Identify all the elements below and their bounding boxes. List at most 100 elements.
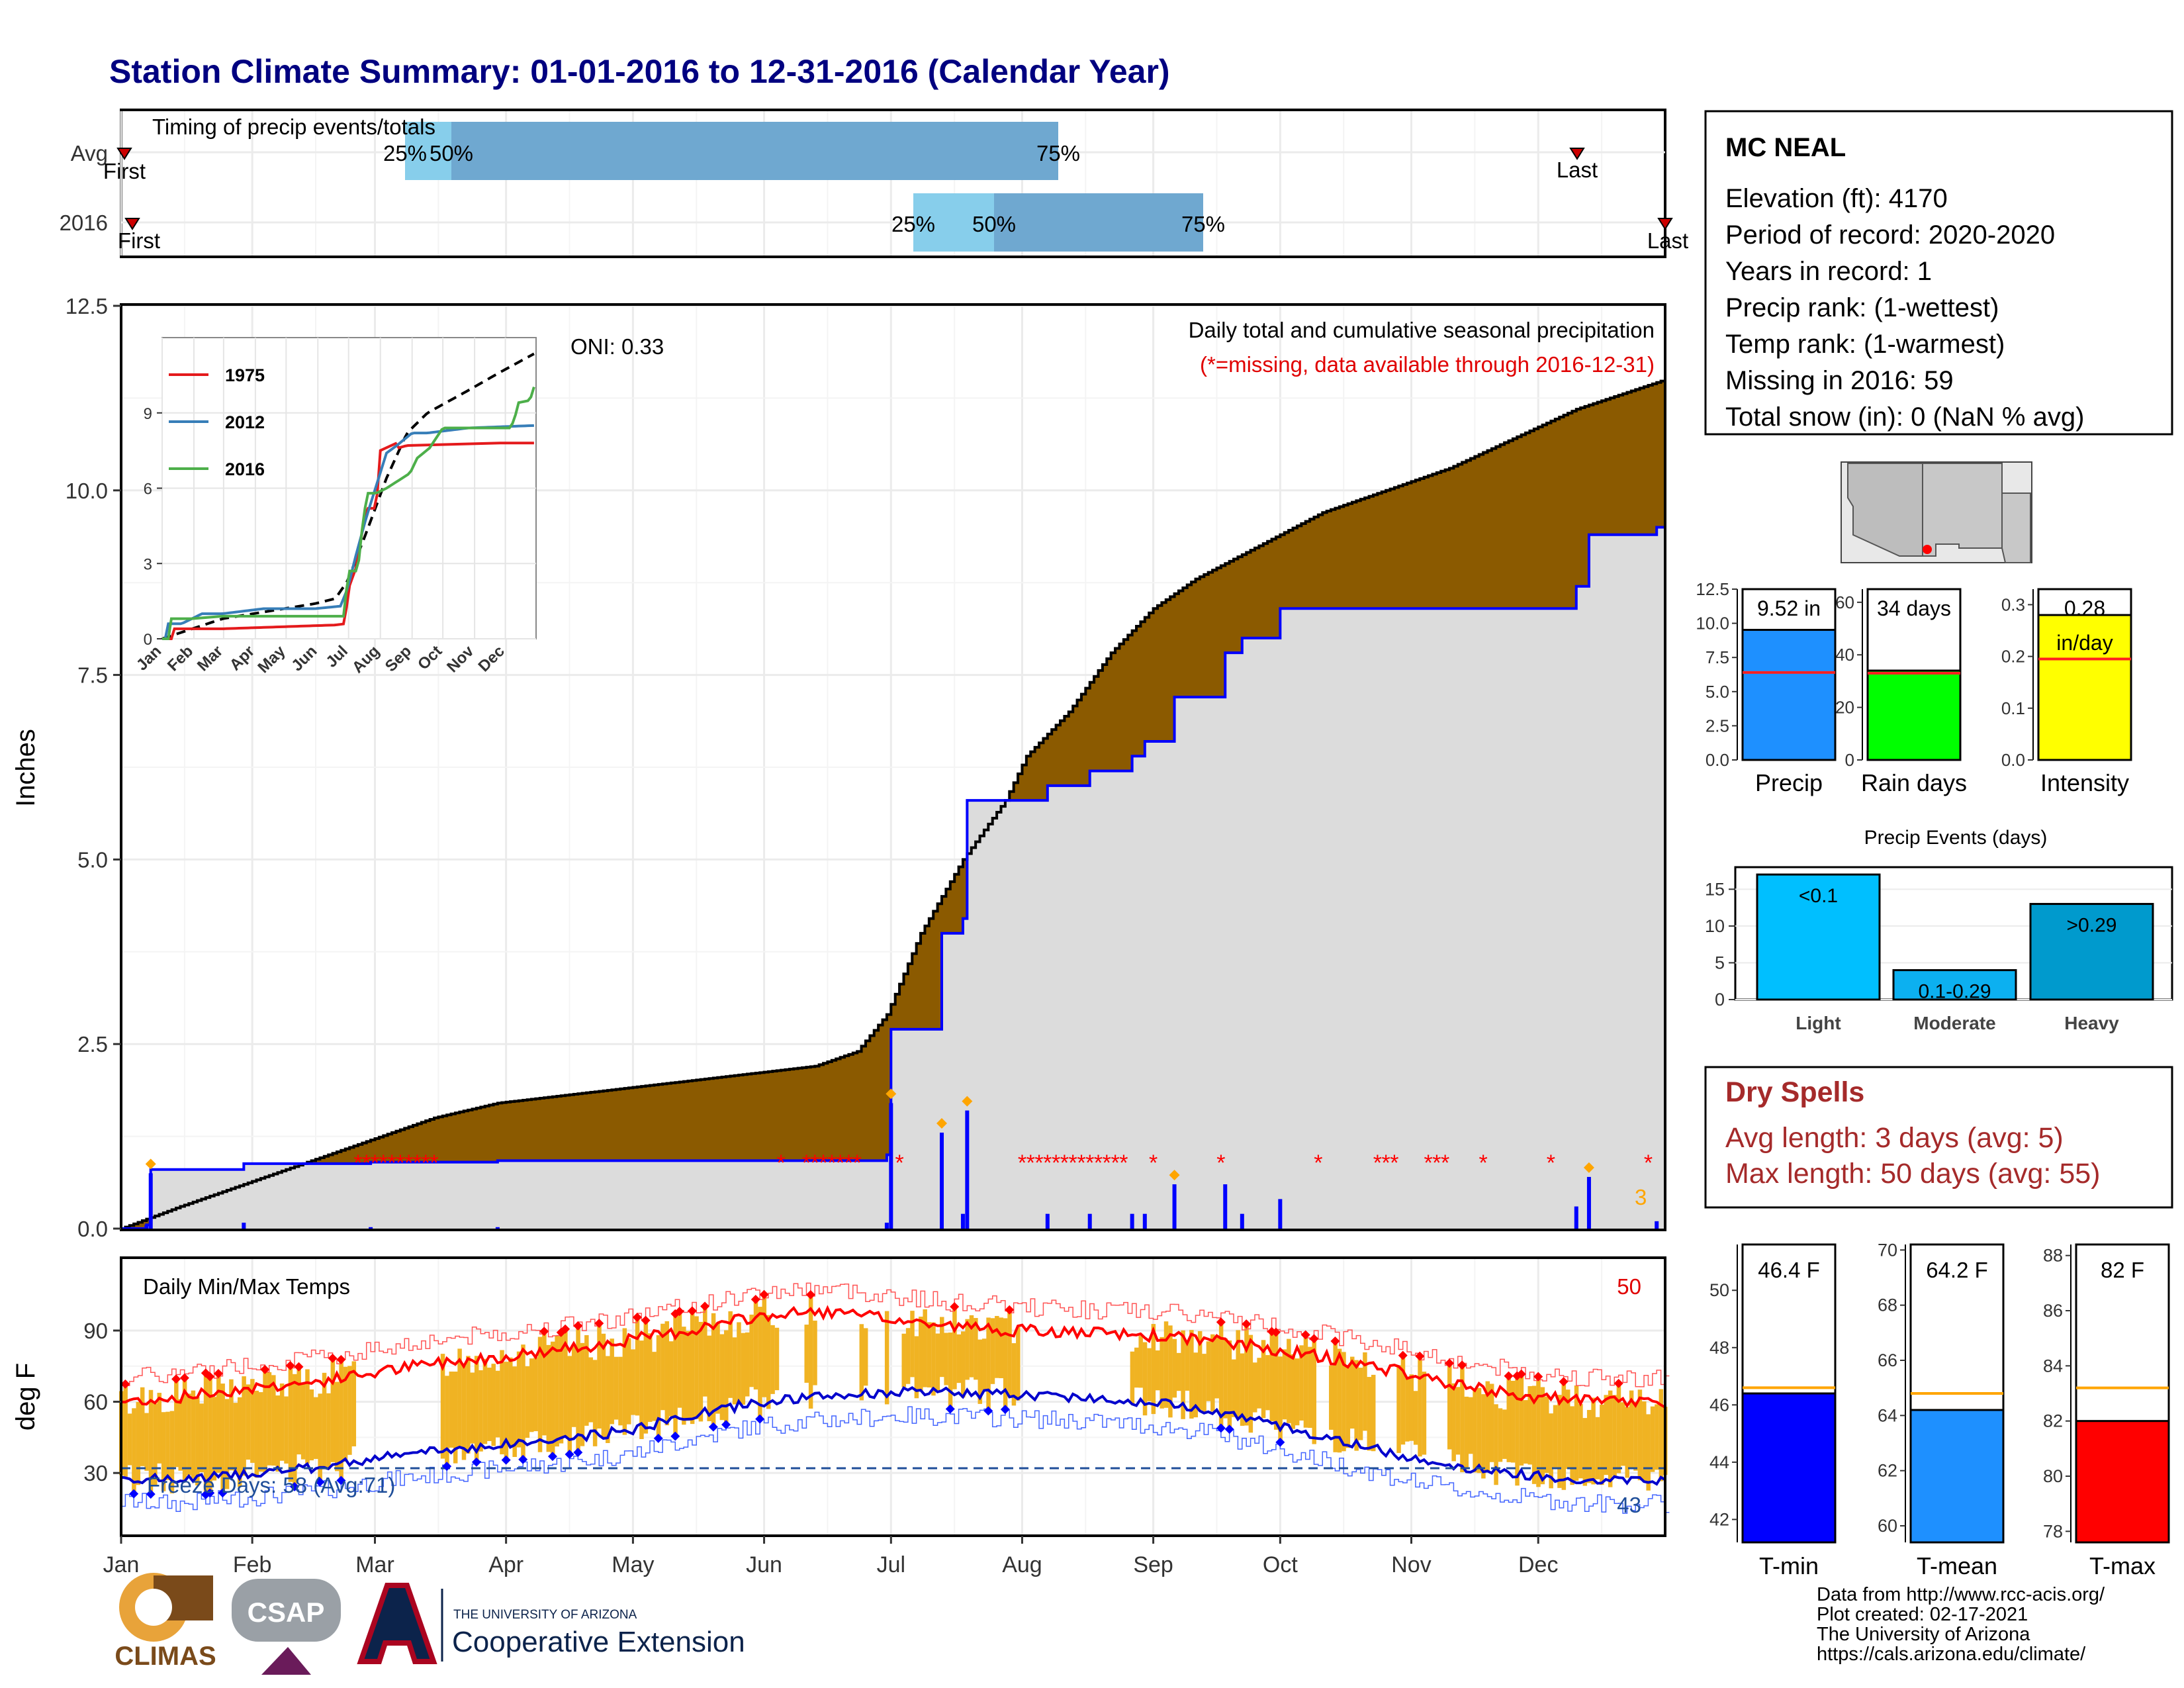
daily-temp-bar bbox=[1367, 1377, 1372, 1451]
missing-day-marker: * bbox=[362, 1150, 371, 1176]
climas-logo: CLIMAS bbox=[114, 1573, 216, 1671]
missing-day-marker: * bbox=[1085, 1150, 1094, 1176]
daily-temp-bar bbox=[542, 1332, 547, 1436]
daily-temp-bar bbox=[546, 1344, 551, 1452]
temp-summary-value-label: 64.2 F bbox=[1926, 1258, 1988, 1282]
missing-day-marker: * bbox=[379, 1150, 388, 1176]
month-tick-label: Jan bbox=[103, 1552, 140, 1577]
daily-temp-bar bbox=[610, 1338, 614, 1425]
temp-summary-y-tick-label: 84 bbox=[2043, 1356, 2063, 1376]
month-tick-label: Apr bbox=[488, 1552, 523, 1577]
y-tick-label: 2.5 bbox=[77, 1032, 108, 1056]
daily-temp-bar bbox=[1409, 1374, 1414, 1441]
daily-temp-bar bbox=[1455, 1387, 1461, 1455]
summary-y-tick-label: 12.5 bbox=[1696, 579, 1729, 599]
daily-temp-bar bbox=[1460, 1366, 1465, 1473]
temp-summary-value-label: 82 F bbox=[2101, 1258, 2144, 1282]
precip-events-chart: Precip Events (days) 0 5 10 15 <0.1 Light 0.1-0… bbox=[1705, 827, 2173, 1033]
missing-day-marker: * bbox=[396, 1150, 404, 1176]
daily-temp-bar bbox=[999, 1317, 1003, 1378]
temp-summary-value-label: 46.4 F bbox=[1758, 1258, 1820, 1282]
daily-temp-bar bbox=[1232, 1359, 1236, 1417]
summary-value-label-2: in/day bbox=[2056, 631, 2113, 655]
daily-temp-bar bbox=[127, 1413, 132, 1466]
daily-temp-bar bbox=[1168, 1325, 1173, 1418]
events-y-tick-label: 5 bbox=[1715, 953, 1725, 972]
daily-temp-bar bbox=[1345, 1365, 1351, 1448]
climas-globe-icon bbox=[135, 1589, 172, 1626]
avg-cumulative-line bbox=[121, 379, 1666, 1230]
daily-temp-bar bbox=[258, 1392, 263, 1472]
daily-temp-bar bbox=[1650, 1406, 1655, 1472]
daily-temp-bar bbox=[1333, 1342, 1338, 1452]
record-high-marker bbox=[260, 1364, 270, 1374]
daily-temp-bar bbox=[279, 1383, 285, 1461]
timing-panel: Timing of precip events/totals Avg 2016 … bbox=[60, 109, 1688, 258]
daily-precip-bar bbox=[1223, 1184, 1228, 1229]
daily-temp-bar bbox=[1312, 1339, 1316, 1444]
daily-temp-bar bbox=[296, 1367, 301, 1455]
daily-temp-bar bbox=[1176, 1352, 1181, 1391]
daily-temp-bar bbox=[1565, 1389, 1570, 1470]
daily-temp-bar bbox=[1464, 1396, 1469, 1470]
daily-temp-bar bbox=[343, 1366, 348, 1462]
temp-summary-y-tick-label: 70 bbox=[1878, 1240, 1897, 1260]
precip-missing-caption: (*=missing, data available through 2016-… bbox=[1200, 352, 1655, 377]
daily-temp-bar bbox=[330, 1358, 336, 1462]
daily-temp-bar bbox=[1142, 1342, 1148, 1416]
missing-day-marker: * bbox=[1373, 1150, 1382, 1176]
daily-temp-bar bbox=[474, 1356, 479, 1462]
y-tick-label: 12.5 bbox=[66, 294, 108, 318]
temp-summary-y-tick-label: 82 bbox=[2043, 1411, 2063, 1431]
daily-temp-bar bbox=[132, 1408, 136, 1493]
daily-temp-bar bbox=[1151, 1324, 1156, 1415]
record-high-marker bbox=[950, 1302, 960, 1312]
daily-temp-bar bbox=[1303, 1335, 1308, 1428]
month-tick-label: Sep bbox=[1133, 1552, 1173, 1577]
daily-temp-bar bbox=[863, 1328, 868, 1386]
daily-temp-bar bbox=[525, 1366, 530, 1438]
daily-temp-bar bbox=[508, 1357, 513, 1446]
record-high-marker bbox=[1533, 1372, 1543, 1382]
daily-temp-bar bbox=[981, 1338, 987, 1391]
daily-temp-bar bbox=[770, 1325, 775, 1394]
record-high-marker bbox=[561, 1324, 570, 1334]
daily-temp-bar bbox=[1282, 1349, 1287, 1420]
daily-temp-bar bbox=[567, 1356, 572, 1454]
daily-temp-bar bbox=[1451, 1383, 1456, 1462]
daily-temp-bar bbox=[927, 1322, 932, 1387]
summary-bar-fill bbox=[1866, 669, 1962, 761]
daily-temp-bar bbox=[466, 1356, 471, 1454]
timing-row-avg: Avg bbox=[71, 141, 108, 165]
daily-temp-bar bbox=[935, 1333, 940, 1391]
temp-summary-y-tick-label: 86 bbox=[2043, 1301, 2063, 1321]
daily-temp-bar bbox=[931, 1322, 936, 1396]
daily-temp-bar bbox=[919, 1316, 923, 1392]
daily-temp-bar bbox=[500, 1350, 504, 1454]
event-category-label: Heavy bbox=[2064, 1013, 2119, 1033]
station-elevation: Elevation (ft): 4170 bbox=[1725, 184, 1948, 213]
daily-temp-bar bbox=[157, 1393, 162, 1464]
events-y-tick-label: 0 bbox=[1715, 990, 1725, 1009]
station-temp-rank: Temp rank: (1-warmest) bbox=[1725, 330, 2005, 359]
missing-day-marker: * bbox=[1034, 1150, 1043, 1176]
page-title: Station Climate Summary: 01-01-2016 to 1… bbox=[109, 53, 1170, 90]
y2016-first-label: First bbox=[118, 228, 160, 253]
daily-temp-bar bbox=[1604, 1395, 1609, 1476]
record-high-marker bbox=[179, 1373, 189, 1383]
missing-day-marker: * bbox=[1432, 1150, 1441, 1176]
missing-day-marker: * bbox=[1547, 1150, 1555, 1176]
daily-temp-bar bbox=[724, 1330, 729, 1425]
missing-day-marker: * bbox=[371, 1150, 379, 1176]
daily-temp-bar bbox=[1214, 1336, 1219, 1399]
daily-temp-bar bbox=[588, 1357, 593, 1423]
temp-summary-y-tick-label: 60 bbox=[1878, 1516, 1897, 1536]
record-max-step-line bbox=[121, 1282, 1670, 1387]
missing-day-marker: * bbox=[844, 1150, 853, 1176]
daily-temp-bar bbox=[263, 1370, 267, 1473]
summary-y-tick-label: 10.0 bbox=[1696, 614, 1729, 633]
daily-temp-bar bbox=[1265, 1355, 1270, 1411]
missing-day-marker: * bbox=[1077, 1150, 1085, 1176]
y2016-last-label: Last bbox=[1647, 228, 1688, 253]
daily-temp-bar bbox=[643, 1321, 649, 1434]
